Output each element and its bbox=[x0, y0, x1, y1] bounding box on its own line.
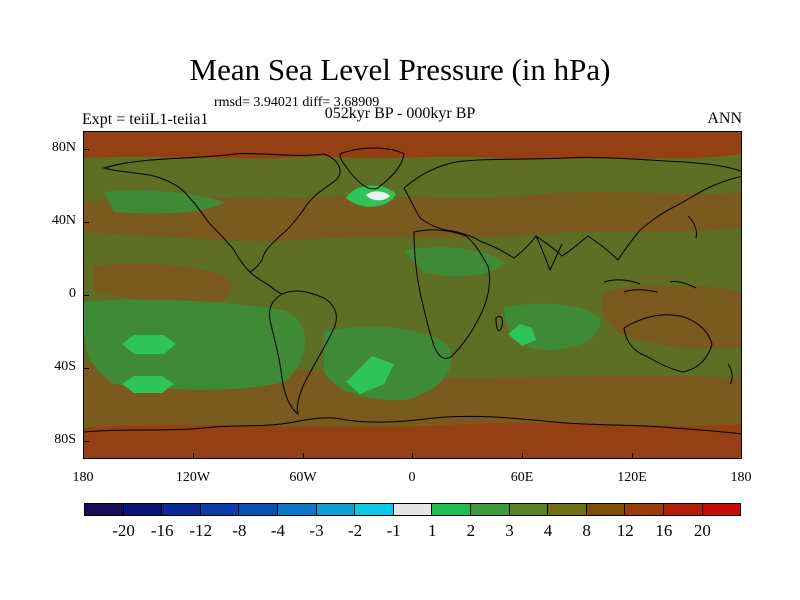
colorbar-label: -2 bbox=[348, 521, 363, 540]
lon-label-60w: 60W bbox=[289, 470, 317, 485]
period-label: 052kyr BP - 000kyr BP bbox=[324, 105, 476, 122]
colorbar-swatch bbox=[508, 503, 549, 516]
lon-tick-60e bbox=[522, 453, 523, 459]
colorbar-label: 2 bbox=[466, 521, 476, 540]
colorbar-swatch bbox=[431, 503, 471, 516]
colorbar-label: -4 bbox=[270, 521, 286, 540]
colorbar-swatch bbox=[84, 503, 124, 516]
colorbar-label: 3 bbox=[505, 521, 514, 540]
colorbar-swatch bbox=[662, 503, 703, 516]
colorbar-swatch bbox=[547, 503, 587, 516]
coast-africa bbox=[413, 229, 491, 359]
lon-tick-60w bbox=[303, 453, 304, 459]
coast-greenland bbox=[339, 147, 405, 190]
colorbar-label: 16 bbox=[655, 521, 673, 540]
lat-label-40n: 40N bbox=[51, 213, 76, 228]
coast-madagascar bbox=[495, 315, 503, 332]
lat-tick-eq bbox=[83, 295, 89, 296]
colorbar-swatch bbox=[161, 503, 201, 516]
colorbar-swatch bbox=[122, 503, 163, 516]
coast-antarctica bbox=[84, 415, 741, 435]
field-bright-2 bbox=[122, 376, 174, 393]
lat-label-40s: 40S bbox=[54, 359, 76, 374]
colorbar-label: 8 bbox=[582, 521, 591, 540]
coast-india bbox=[535, 235, 563, 272]
colorbar-swatch bbox=[701, 503, 742, 516]
colorbar-label: 1 bbox=[428, 521, 437, 540]
colorbar-label: 4 bbox=[543, 521, 553, 540]
experiment-label: Expt = teiiL1-teiia1 bbox=[82, 111, 209, 128]
lat-tick-80n bbox=[83, 149, 89, 150]
stats-label: rmsd= 3.94021 diff= 3.68909 bbox=[214, 95, 380, 110]
lon-label-180w: 180 bbox=[72, 470, 94, 485]
colorbar-swatch bbox=[392, 503, 433, 516]
lat-label-80n: 80N bbox=[51, 140, 76, 155]
colorbar-label: -1 bbox=[386, 521, 401, 540]
field-hot-antarctic bbox=[84, 423, 741, 458]
lat-tick-40s bbox=[83, 368, 89, 369]
colorbar-label: 20 bbox=[693, 521, 711, 540]
lat-tick-80s bbox=[83, 441, 89, 442]
colorbar bbox=[84, 503, 742, 516]
field-bright-3 bbox=[346, 356, 394, 394]
coast-new-zealand bbox=[727, 363, 733, 385]
lat-tick-40n bbox=[83, 222, 89, 223]
colorbar-swatch bbox=[315, 503, 356, 516]
colorbar-swatch bbox=[238, 503, 278, 516]
colorbar-label: -16 bbox=[150, 521, 174, 540]
colorbar-swatch bbox=[199, 503, 240, 516]
colorbar-swatch bbox=[354, 503, 394, 516]
field-white-spot bbox=[366, 191, 390, 201]
colorbar-swatch bbox=[276, 503, 317, 516]
lon-label-0: 0 bbox=[408, 470, 416, 485]
pressure-map bbox=[83, 131, 742, 459]
lon-label-60e: 60E bbox=[510, 470, 534, 485]
lon-label-120e: 120E bbox=[617, 470, 647, 485]
lon-label-120w: 120W bbox=[175, 470, 211, 485]
colorbar-swatch bbox=[585, 503, 626, 516]
colorbar-swatch bbox=[624, 503, 664, 516]
field-bright-4 bbox=[508, 324, 536, 346]
lon-label-180e: 180 bbox=[730, 470, 752, 485]
field-light-pacific-n bbox=[104, 190, 224, 214]
coast-north-america bbox=[102, 153, 341, 273]
map-title: Mean Sea Level Pressure (in hPa) bbox=[189, 52, 611, 87]
colorbar-label: -3 bbox=[309, 521, 324, 540]
coast-south-america bbox=[269, 290, 337, 416]
lon-tick-120w bbox=[193, 453, 194, 459]
field-warm-north bbox=[84, 192, 741, 242]
field-light-africa bbox=[404, 247, 504, 277]
season-label: ANN bbox=[707, 110, 742, 127]
colorbar-label: 12 bbox=[616, 521, 634, 540]
coast-australia bbox=[623, 314, 713, 373]
lat-label-80s: 80S bbox=[54, 432, 76, 447]
lon-tick-0 bbox=[412, 453, 413, 459]
coast-japan bbox=[687, 215, 697, 239]
field-warm-pacific bbox=[94, 263, 233, 305]
field-hot-spot bbox=[394, 139, 436, 155]
coast-europe-asia bbox=[403, 156, 741, 261]
colorbar-label: -12 bbox=[189, 521, 213, 540]
colorbar-swatch bbox=[469, 503, 510, 516]
coast-indonesia bbox=[603, 279, 697, 293]
field-bright-1 bbox=[122, 335, 176, 354]
lat-label-eq: 0 bbox=[69, 286, 76, 301]
field-light-south-pacific bbox=[84, 299, 306, 390]
lon-tick-120e bbox=[632, 453, 633, 459]
colorbar-label: -8 bbox=[232, 521, 247, 540]
coast-central-america bbox=[249, 271, 283, 295]
colorbar-label: -20 bbox=[112, 521, 135, 540]
